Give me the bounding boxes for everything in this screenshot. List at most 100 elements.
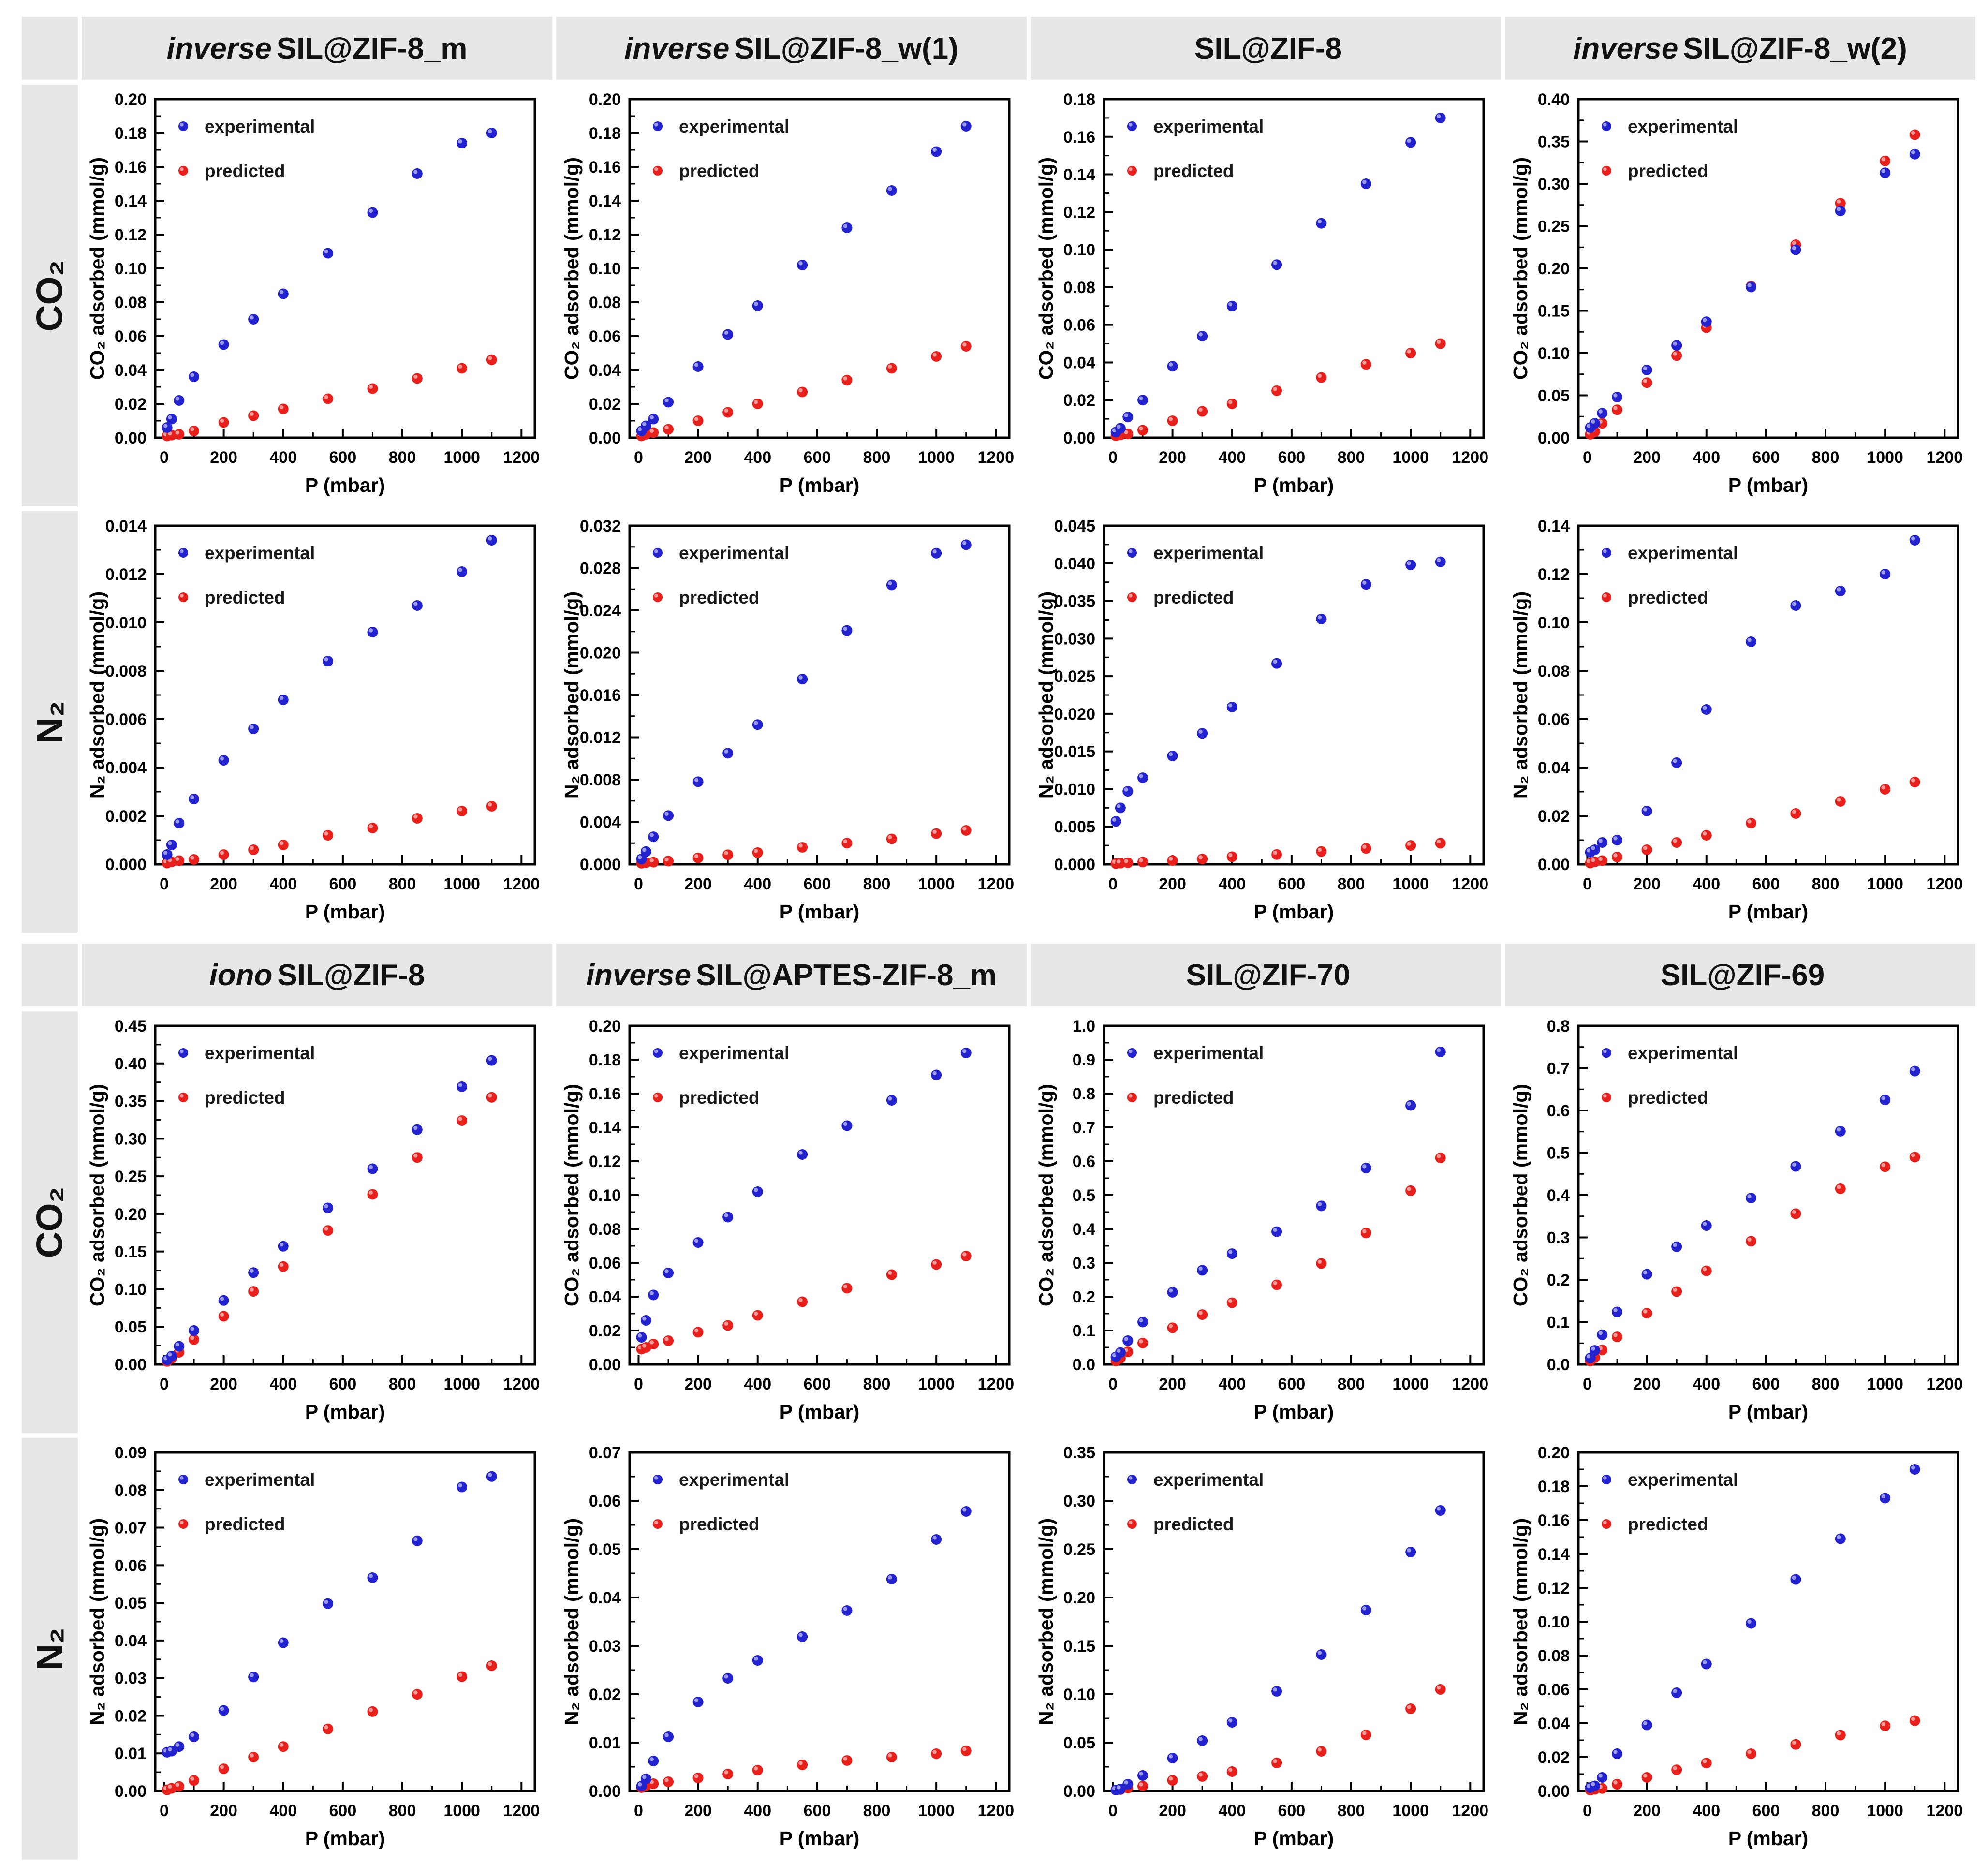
y-tick-label: 0.6 (1547, 1102, 1570, 1120)
y-axis-label: CO₂ adsorbed (mmol/g) (1509, 1084, 1531, 1306)
y-tick-label: 0.14 (1538, 1545, 1570, 1564)
x-tick-label: 1000 (1867, 875, 1903, 893)
y-tick-label: 0.40 (1538, 90, 1570, 109)
scatter-plot: 0 200 400 600 800 1000 1200 0.00 0.02 0.04 0.06 0.0… (1509, 1444, 1963, 1849)
x-axis-label: P (mbar) (305, 1401, 385, 1423)
y-tick-label: 0.7 (1547, 1060, 1570, 1078)
y-tick-label: 0.10 (115, 1280, 147, 1299)
x-tick-label: 600 (1278, 448, 1306, 467)
y-axis-label: CO₂ adsorbed (mmol/g) (1035, 157, 1057, 380)
chart-co2-inverse-silzif8w1: 0 200 400 600 800 1000 1200 0.00 0.02 0.04 0.06 0.0… (556, 85, 1027, 506)
legend-predicted: predicted (1628, 1514, 1708, 1534)
x-tick-label: 0 (1583, 1375, 1592, 1393)
x-tick-label: 200 (684, 875, 712, 893)
legend-experimental: experimental (1153, 1470, 1264, 1490)
y-tick-label: 0.08 (115, 294, 147, 312)
y-tick-label: 0.30 (1538, 175, 1570, 193)
y-tick-label: 0.08 (115, 1481, 147, 1500)
legend-predicted: predicted (1628, 1088, 1708, 1108)
x-tick-label: 400 (269, 448, 297, 467)
scatter-plot: 0 200 400 600 800 1000 1200 0.00 0.02 0.04 0.06 0.0… (86, 90, 540, 496)
y-axis-label: N₂ adsorbed (mmol/g) (1035, 592, 1057, 799)
x-tick-label: 400 (744, 875, 771, 893)
x-tick-label: 800 (1338, 448, 1365, 467)
x-tick-label: 200 (1159, 1375, 1186, 1393)
y-tick-label: 0.030 (1054, 630, 1095, 648)
x-tick-label: 1000 (443, 1375, 480, 1393)
y-tick-label: 0.18 (115, 124, 147, 143)
x-tick-label: 1000 (1392, 875, 1429, 893)
x-axis-label: P (mbar) (1254, 1827, 1334, 1849)
y-tick-label: 0.14 (1063, 166, 1095, 184)
y-tick-label: 0.000 (1054, 856, 1095, 874)
y-tick-label: 0.010 (1054, 780, 1095, 799)
y-axis-label: CO₂ adsorbed (mmol/g) (1509, 157, 1531, 380)
y-tick-label: 0.35 (1063, 1444, 1095, 1462)
scatter-plot: 0 200 400 600 800 1000 1200 0.00 0.02 0.04 0.06 0.0… (560, 90, 1014, 496)
y-tick-label: 0.00 (1063, 429, 1095, 447)
x-tick-label: 400 (269, 1375, 297, 1393)
legend-predicted: predicted (205, 1088, 285, 1108)
x-tick-label: 400 (1218, 1802, 1246, 1820)
chart-n2-silzif69: 0 200 400 600 800 1000 1200 0.00 0.02 0.04 0.06 0.0… (1505, 1438, 1975, 1860)
row-label-n2: N₂ (22, 511, 78, 933)
x-tick-label: 1000 (1392, 1375, 1429, 1393)
y-tick-label: 0.40 (115, 1055, 147, 1073)
y-tick-label: 0.012 (105, 565, 147, 584)
x-tick-label: 1000 (443, 448, 480, 467)
column-header: SIL@ZIF-8 (1031, 17, 1501, 80)
x-tick-label: 400 (269, 1802, 297, 1820)
x-tick-label: 600 (329, 875, 357, 893)
y-tick-label: 0.06 (115, 327, 147, 346)
y-axis-label: N₂ adsorbed (mmol/g) (560, 1518, 583, 1725)
y-tick-label: 0.16 (1538, 1511, 1570, 1530)
header-italic-prefix: iono (209, 958, 273, 992)
x-tick-label: 400 (1693, 1802, 1720, 1820)
legend-predicted: predicted (1153, 1088, 1234, 1108)
x-tick-label: 800 (1812, 448, 1840, 467)
x-axis-label: P (mbar) (1254, 474, 1334, 496)
y-tick-label: 0.0 (1547, 1356, 1570, 1374)
y-tick-label: 0.02 (1538, 1748, 1570, 1767)
y-tick-label: 0.028 (580, 560, 621, 578)
x-tick-label: 800 (863, 1375, 891, 1393)
y-tick-label: 0.005 (1054, 818, 1095, 836)
x-tick-label: 0 (1583, 875, 1592, 893)
x-tick-label: 800 (389, 448, 416, 467)
y-tick-label: 0.000 (580, 856, 621, 874)
y-tick-label: 0.01 (115, 1745, 147, 1763)
x-tick-label: 200 (1633, 1375, 1661, 1393)
legend-experimental: experimental (205, 543, 315, 563)
x-tick-label: 600 (1752, 1802, 1780, 1820)
x-axis-label: P (mbar) (780, 901, 860, 923)
header-material-name: SIL@ZIF-8 (277, 958, 425, 992)
y-tick-label: 0.015 (1054, 743, 1095, 761)
y-tick-label: 0.06 (589, 327, 621, 346)
y-tick-label: 0.04 (115, 1632, 147, 1650)
y-tick-label: 0.008 (105, 662, 147, 681)
y-tick-label: 0.18 (589, 124, 621, 143)
header-italic-prefix: inverse (166, 31, 272, 65)
x-tick-label: 400 (1693, 1375, 1720, 1393)
y-tick-label: 0.4 (1547, 1186, 1570, 1205)
y-tick-label: 0.002 (105, 807, 147, 826)
y-tick-label: 0.35 (1538, 133, 1570, 151)
x-tick-label: 1000 (918, 1375, 955, 1393)
x-tick-label: 0 (634, 875, 643, 893)
y-tick-label: 0.01 (589, 1734, 621, 1752)
corner-spacer (22, 17, 78, 80)
y-tick-label: 0.12 (1538, 1579, 1570, 1598)
legend-experimental: experimental (1153, 543, 1264, 563)
y-tick-label: 0.05 (1063, 1734, 1095, 1752)
y-tick-label: 0.04 (589, 1589, 621, 1607)
column-header: inverse SIL@APTES-ZIF-8_m (556, 944, 1027, 1006)
legend-experimental: experimental (1628, 117, 1738, 136)
chart-n2-silzif8: 0 200 400 600 800 1000 1200 0.000 0.005 0.010 0.01… (1031, 511, 1501, 933)
x-tick-label: 200 (1633, 448, 1661, 467)
header-material-name: SIL@ZIF-69 (1660, 958, 1825, 992)
x-tick-label: 800 (863, 448, 891, 467)
chart-co2-silzif8: 0 200 400 600 800 1000 1200 0.00 0.02 0.04 0.06 0.0… (1031, 85, 1501, 506)
y-tick-label: 0.02 (1538, 807, 1570, 826)
x-tick-label: 1200 (977, 448, 1014, 467)
legend-predicted: predicted (205, 161, 285, 181)
